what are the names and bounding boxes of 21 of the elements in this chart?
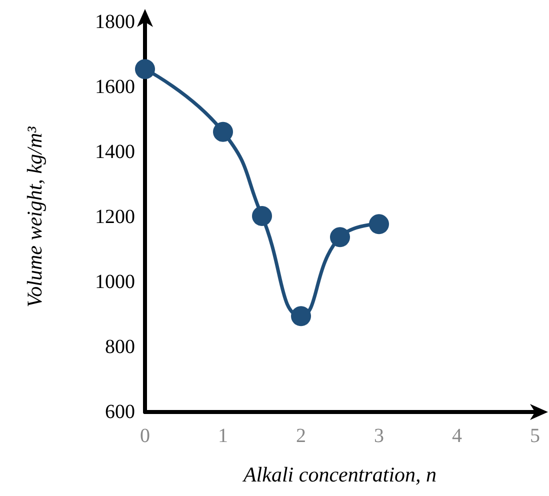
point — [252, 206, 272, 226]
y-tick-label: 800 — [105, 336, 135, 358]
x-tick-label: 5 — [530, 425, 540, 447]
point — [291, 306, 311, 326]
point — [330, 227, 350, 248]
y-tick-label: 1600 — [95, 76, 135, 98]
y-tick-label: 1000 — [95, 271, 135, 293]
x-axis-title: Alkali concentration, n — [241, 462, 437, 486]
x-tick-label: 1 — [218, 425, 228, 447]
y-tick-label: 1200 — [95, 206, 135, 228]
x-tick-label: 2 — [296, 425, 306, 447]
x-tick-label: 4 — [452, 425, 462, 447]
y-tick-label: 600 — [105, 401, 135, 423]
y-tick-label: 1400 — [95, 141, 135, 163]
x-tick-label: 0 — [140, 425, 150, 447]
point — [213, 122, 233, 142]
y-tick-label: 1800 — [95, 11, 135, 33]
y-axis-title: Volume weight, kg/m³ — [22, 126, 46, 308]
x-tick-label: 3 — [374, 425, 384, 447]
point — [369, 214, 389, 234]
point — [135, 59, 155, 80]
